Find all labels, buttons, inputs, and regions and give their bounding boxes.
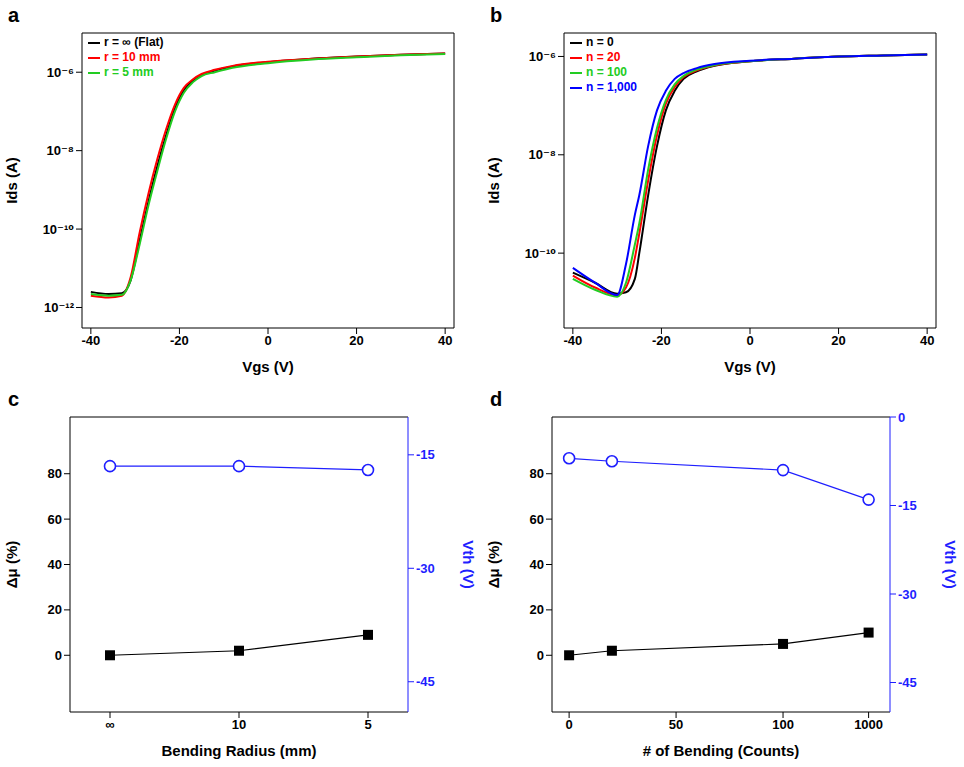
html-text:c: c xyxy=(8,388,20,410)
svg-text:40: 40 xyxy=(438,333,452,348)
svg-text:Vgs (V): Vgs (V) xyxy=(724,358,776,375)
svg-text:5: 5 xyxy=(364,717,371,732)
svg-text:-45: -45 xyxy=(898,675,917,690)
svg-text:10: 10 xyxy=(232,717,246,732)
svg-text:80: 80 xyxy=(48,466,62,481)
svg-text:Vth (V): Vth (V) xyxy=(942,540,959,588)
svg-text:10⁻¹²: 10⁻¹² xyxy=(44,300,75,315)
svg-text:0: 0 xyxy=(746,333,753,348)
svg-text:0: 0 xyxy=(264,333,271,348)
svg-text:20: 20 xyxy=(831,333,845,348)
svg-text:60: 60 xyxy=(48,512,62,527)
svg-text:0: 0 xyxy=(55,648,62,663)
html-text:a: a xyxy=(8,4,20,26)
svg-text:-30: -30 xyxy=(416,561,435,576)
html-text:n = 20: n = 20 xyxy=(586,50,621,64)
html-text:n = 1,000: n = 1,000 xyxy=(586,80,637,94)
svg-text:100: 100 xyxy=(772,717,794,732)
svg-text:0: 0 xyxy=(565,717,572,732)
svg-text:10⁻⁸: 10⁻⁸ xyxy=(529,147,556,162)
svg-text:40: 40 xyxy=(48,557,62,572)
html-text:b: b xyxy=(490,4,503,26)
svg-text:-40: -40 xyxy=(563,333,582,348)
svg-text:10⁻⁶: 10⁻⁶ xyxy=(47,65,74,80)
html-text:r = 10 mm: r = 10 mm xyxy=(104,50,161,64)
svg-text:1000: 1000 xyxy=(854,717,883,732)
html-text:n = 0: n = 0 xyxy=(586,35,614,49)
svg-text:40: 40 xyxy=(920,333,934,348)
html-text:n = 100: n = 100 xyxy=(586,65,627,79)
svg-text:-45: -45 xyxy=(416,674,435,689)
svg-text:-40: -40 xyxy=(81,333,100,348)
svg-text:20: 20 xyxy=(48,602,62,617)
svg-text:Vgs (V): Vgs (V) xyxy=(242,358,294,375)
svg-text:10⁻¹⁰: 10⁻¹⁰ xyxy=(43,222,75,237)
svg-text:# of Bending (Counts): # of Bending (Counts) xyxy=(643,742,800,759)
svg-text:-15: -15 xyxy=(898,498,917,513)
svg-text:-20: -20 xyxy=(170,333,189,348)
svg-text:∞: ∞ xyxy=(105,717,114,732)
svg-text:20: 20 xyxy=(530,602,544,617)
html-text:r = 5 mm: r = 5 mm xyxy=(104,65,154,79)
svg-text:0: 0 xyxy=(537,648,544,663)
svg-text:-30: -30 xyxy=(898,587,917,602)
svg-text:60: 60 xyxy=(530,512,544,527)
svg-text:10⁻⁸: 10⁻⁸ xyxy=(47,143,74,158)
svg-text:10⁻¹⁰: 10⁻¹⁰ xyxy=(525,246,557,261)
svg-text:-15: -15 xyxy=(416,447,435,462)
svg-text:Vth (V): Vth (V) xyxy=(460,540,477,588)
html-text:d: d xyxy=(490,388,503,410)
svg-text:-20: -20 xyxy=(652,333,671,348)
svg-text:Ids (A): Ids (A) xyxy=(485,157,502,204)
svg-text:40: 40 xyxy=(530,557,544,572)
svg-text:Ids (A): Ids (A) xyxy=(3,157,20,204)
svg-text:Δμ (%): Δμ (%) xyxy=(485,541,502,588)
html-text:r = ∞ (Flat): r = ∞ (Flat) xyxy=(104,35,164,49)
svg-text:10⁻⁶: 10⁻⁶ xyxy=(529,49,556,64)
svg-text:Δμ (%): Δμ (%) xyxy=(3,541,20,588)
svg-text:20: 20 xyxy=(349,333,363,348)
svg-text:0: 0 xyxy=(898,410,905,425)
svg-text:Bending Radius (mm): Bending Radius (mm) xyxy=(161,742,316,759)
svg-text:80: 80 xyxy=(530,466,544,481)
svg-text:50: 50 xyxy=(669,717,683,732)
